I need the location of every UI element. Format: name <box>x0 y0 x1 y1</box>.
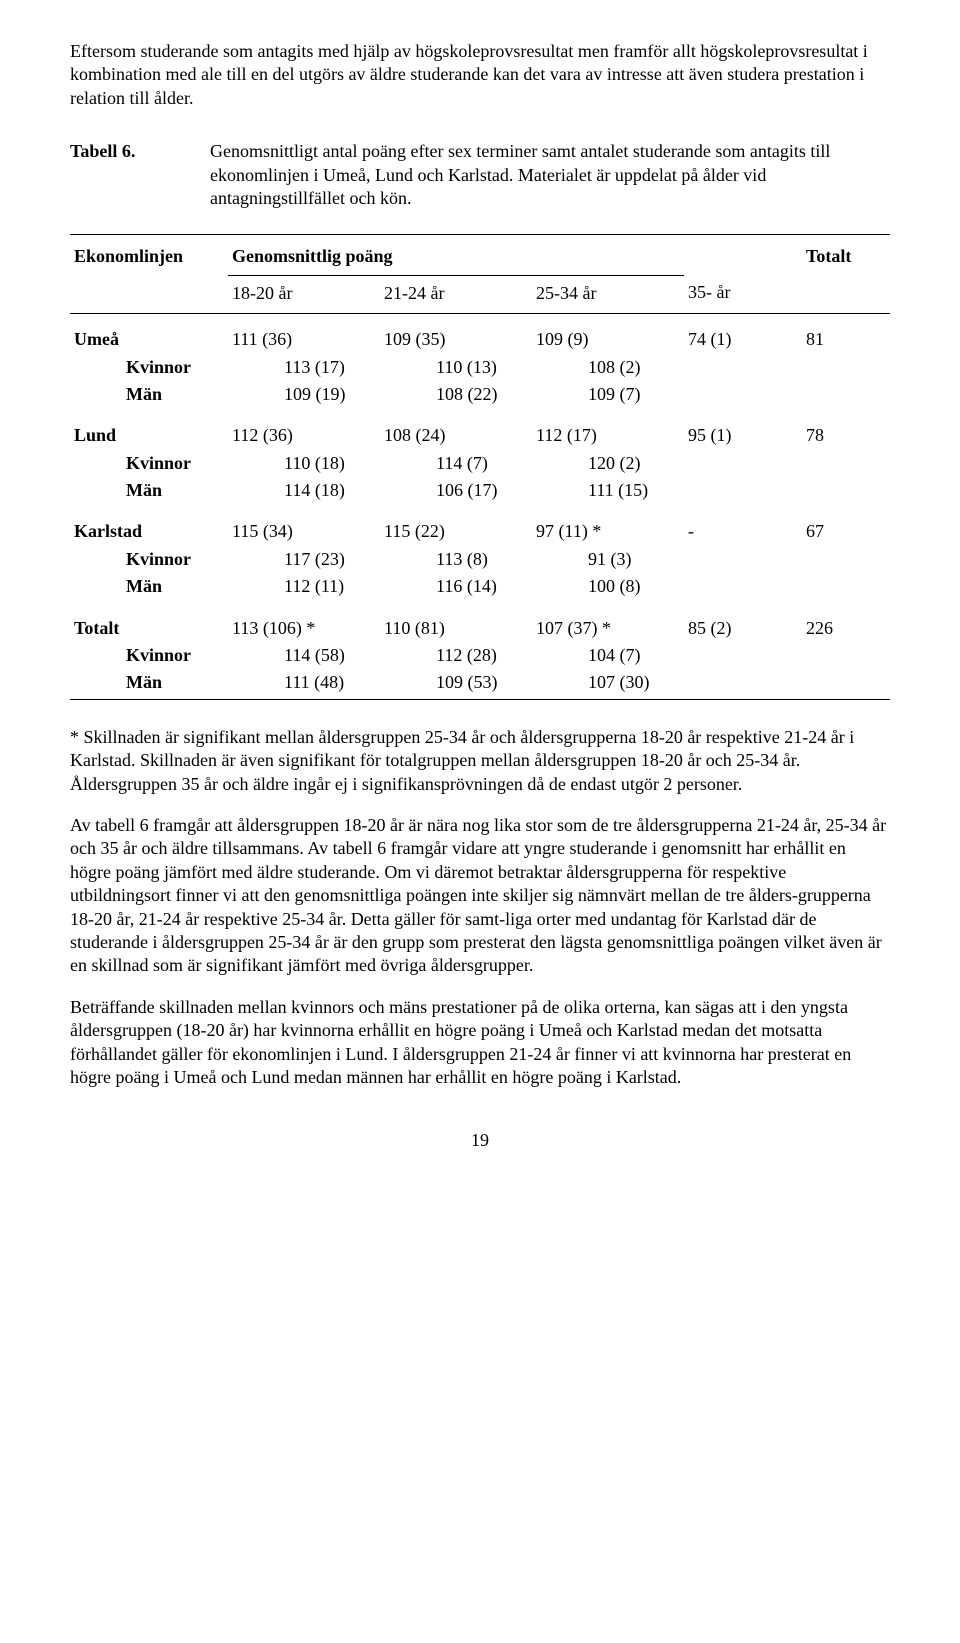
cell: 109 (35) <box>380 314 532 354</box>
cell: 112 (17) <box>532 410 684 449</box>
row-label-totalt: Totalt <box>70 603 228 642</box>
sub-header-21-24: 21-24 år <box>380 275 532 313</box>
cell: 111 (48) <box>228 669 380 699</box>
cell: 109 (19) <box>228 381 380 410</box>
cell: 78 <box>802 410 890 449</box>
row-label-kvinnor: Kvinnor <box>70 546 228 573</box>
cell: 74 (1) <box>684 314 802 354</box>
cell: 106 (17) <box>380 477 532 506</box>
cell: 120 (2) <box>532 450 684 477</box>
cell: 95 (1) <box>684 410 802 449</box>
cell: 114 (18) <box>228 477 380 506</box>
cell: 117 (23) <box>228 546 380 573</box>
row-label-kvinnor: Kvinnor <box>70 354 228 381</box>
intro-paragraph: Eftersom studerande som antagits med hjä… <box>70 40 890 110</box>
row-label-kvinnor: Kvinnor <box>70 450 228 477</box>
page-number: 19 <box>70 1129 890 1152</box>
cell: 107 (30) <box>532 669 684 699</box>
cell: 111 (15) <box>532 477 684 506</box>
cell: 110 (18) <box>228 450 380 477</box>
row-label-kvinnor: Kvinnor <box>70 642 228 669</box>
cell: 110 (13) <box>380 354 532 381</box>
cell: 109 (53) <box>380 669 532 699</box>
cell: 108 (2) <box>532 354 684 381</box>
table-footnote: * Skillnaden är signifikant mellan ålder… <box>70 726 890 796</box>
cell: 113 (17) <box>228 354 380 381</box>
cell: 108 (22) <box>380 381 532 410</box>
cell: 115 (22) <box>380 506 532 545</box>
row-label-man: Män <box>70 573 228 602</box>
cell: 113 (8) <box>380 546 532 573</box>
cell: 109 (9) <box>532 314 684 354</box>
row-label-lund: Lund <box>70 410 228 449</box>
sub-header-18-20: 18-20 år <box>228 275 380 313</box>
data-table: Ekonomlinjen Genomsnittlig poäng Totalt … <box>70 234 890 699</box>
sub-header-35: 35- år <box>684 275 802 313</box>
cell: 112 (36) <box>228 410 380 449</box>
cell: 112 (11) <box>228 573 380 602</box>
row-label-karlstad: Karlstad <box>70 506 228 545</box>
cell: 107 (37) * <box>532 603 684 642</box>
cell: 91 (3) <box>532 546 684 573</box>
cell: 114 (58) <box>228 642 380 669</box>
cell: 67 <box>802 506 890 545</box>
cell: 226 <box>802 603 890 642</box>
col-header-totalt: Totalt <box>802 235 890 275</box>
table-label: Tabell 6. <box>70 140 210 210</box>
cell: 97 (11) * <box>532 506 684 545</box>
cell: 113 (106) * <box>228 603 380 642</box>
row-label-man: Män <box>70 669 228 699</box>
cell: 115 (34) <box>228 506 380 545</box>
row-label-umea: Umeå <box>70 314 228 354</box>
cell: 100 (8) <box>532 573 684 602</box>
cell: 104 (7) <box>532 642 684 669</box>
table-caption: Genomsnittligt antal poäng efter sex ter… <box>210 140 890 210</box>
body-paragraph-2: Av tabell 6 framgår att åldersgruppen 18… <box>70 814 890 978</box>
cell: 111 (36) <box>228 314 380 354</box>
cell: 114 (7) <box>380 450 532 477</box>
sub-header-25-34: 25-34 år <box>532 275 684 313</box>
cell: 116 (14) <box>380 573 532 602</box>
row-label-man: Män <box>70 381 228 410</box>
cell: - <box>684 506 802 545</box>
cell: 109 (7) <box>532 381 684 410</box>
cell: 112 (28) <box>380 642 532 669</box>
cell: 108 (24) <box>380 410 532 449</box>
row-label-man: Män <box>70 477 228 506</box>
body-paragraph-3: Beträffande skillnaden mellan kvinnors o… <box>70 996 890 1090</box>
cell: 81 <box>802 314 890 354</box>
col-header-genomsnitt: Genomsnittlig poäng <box>228 235 684 275</box>
cell: 85 (2) <box>684 603 802 642</box>
col-header-ekonomlinjen: Ekonomlinjen <box>70 235 228 275</box>
cell: 110 (81) <box>380 603 532 642</box>
